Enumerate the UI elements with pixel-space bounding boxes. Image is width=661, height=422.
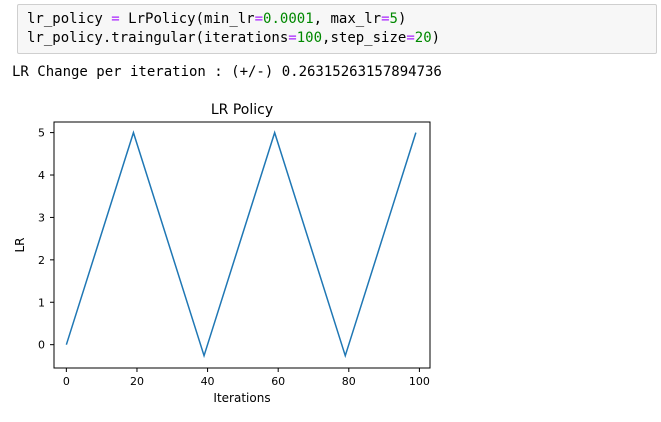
code-number-max-lr: 5 bbox=[389, 11, 398, 27]
code-operator: = bbox=[254, 11, 264, 27]
code-token: ) bbox=[431, 30, 441, 46]
y-tick-label: 4 bbox=[38, 169, 45, 182]
y-tick-label: 2 bbox=[38, 254, 45, 267]
chart-plot-area: 0 20 40 60 80 100 0 1 2 3 4 5 bbox=[38, 127, 430, 388]
x-tick-label: 80 bbox=[342, 375, 356, 388]
code-token: ) bbox=[397, 11, 407, 27]
code-operator: = bbox=[381, 11, 390, 27]
code-operator: = bbox=[111, 11, 120, 27]
code-token: LrPolicy(min_lr bbox=[128, 11, 255, 27]
code-token: , max_lr bbox=[313, 11, 382, 27]
y-tick-label: 1 bbox=[38, 296, 45, 309]
code-token: lr_policy.traingular(iterations bbox=[27, 30, 289, 46]
lr-series-line bbox=[65, 130, 417, 359]
y-tick-label: 5 bbox=[38, 127, 45, 140]
code-token: lr_policy bbox=[27, 11, 103, 27]
code-number-min-lr: 0.0001 bbox=[263, 11, 314, 27]
code-line-2[interactable]: lr_policy.traingular(iterations=100,step… bbox=[27, 29, 440, 47]
x-tick-label: 20 bbox=[130, 375, 144, 388]
chart-title: LR Policy bbox=[211, 102, 273, 118]
y-axis-label: LR bbox=[13, 237, 27, 252]
x-tick-label: 0 bbox=[63, 375, 70, 388]
code-operator: = bbox=[288, 30, 297, 46]
code-line-1[interactable]: lr_policy = LrPolicy(min_lr=0.0001, max_… bbox=[27, 10, 406, 28]
y-tick-label: 3 bbox=[38, 211, 45, 224]
x-tick-label: 60 bbox=[271, 375, 285, 388]
x-tick-label: 40 bbox=[201, 375, 215, 388]
code-number-step-size: 20 bbox=[414, 30, 432, 46]
chart-output: LR Policy 0 20 40 60 80 100 0 1 2 3 4 5 Iterations … bbox=[0, 98, 460, 422]
code-cell[interactable]: lr_policy = LrPolicy(min_lr=0.0001, max_… bbox=[17, 4, 657, 54]
cell-output-text: LR Change per iteration : (+/-) 0.263152… bbox=[12, 64, 442, 80]
code-number-iterations: 100 bbox=[296, 30, 323, 46]
code-token: ,step_size bbox=[322, 30, 407, 46]
x-tick-label: 100 bbox=[409, 375, 430, 388]
plot-frame bbox=[53, 121, 431, 369]
y-tick-label: 0 bbox=[38, 339, 45, 352]
x-axis-label: Iterations bbox=[213, 391, 270, 405]
code-operator: = bbox=[406, 30, 415, 46]
